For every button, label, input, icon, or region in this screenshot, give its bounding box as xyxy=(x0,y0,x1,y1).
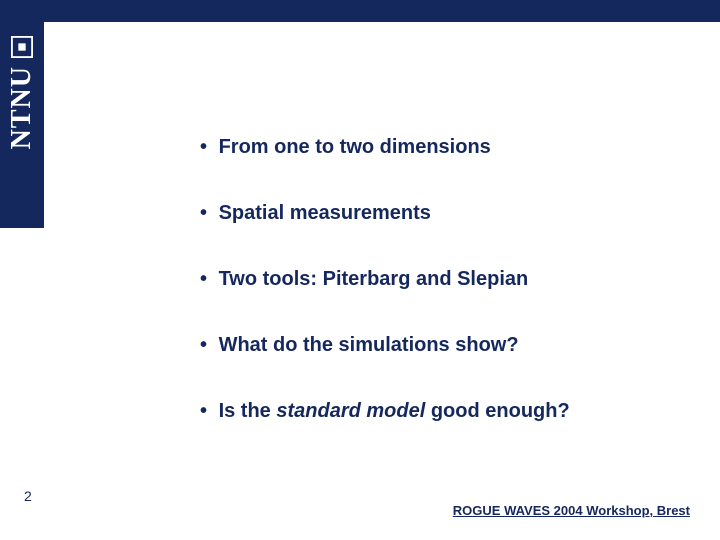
bullet-marker: • xyxy=(200,334,213,356)
bullet-item: • Two tools: Piterbarg and Slepian xyxy=(200,267,660,291)
bullet-marker: • xyxy=(200,202,213,224)
page-number: 2 xyxy=(24,488,32,504)
bullet-text: Two tools: Piterbarg and Slepian xyxy=(219,268,529,290)
footer-workshop: ROGUE WAVES 2004 Workshop, Brest xyxy=(453,503,690,518)
bullet-item: • Spatial measurements xyxy=(200,201,660,225)
bullet-list: • From one to two dimensions• Spatial me… xyxy=(200,135,660,465)
ntnu-logo-icon xyxy=(11,36,33,58)
bullet-item: • From one to two dimensions xyxy=(200,135,660,159)
ntnu-wordmark: NTNU xyxy=(8,66,36,149)
bullet-item: • Is the standard model good enough? xyxy=(200,399,660,423)
bullet-marker: • xyxy=(200,136,213,158)
bullet-text: good enough? xyxy=(425,400,569,422)
bullet-text: From one to two dimensions xyxy=(219,136,491,158)
bullet-marker: • xyxy=(200,268,213,290)
bullet-marker: • xyxy=(200,400,213,422)
bullet-text-emphasis: standard model xyxy=(276,400,425,422)
bullet-text: What do the simulations show? xyxy=(219,334,519,356)
sidebar-logo-panel: NTNU xyxy=(0,22,44,228)
slide: NTNU • From one to two dimensions• Spati… xyxy=(0,0,720,540)
bullet-text: Spatial measurements xyxy=(219,202,431,224)
bullet-text: Is the xyxy=(219,400,277,422)
top-bar xyxy=(0,0,720,22)
bullet-item: • What do the simulations show? xyxy=(200,333,660,357)
